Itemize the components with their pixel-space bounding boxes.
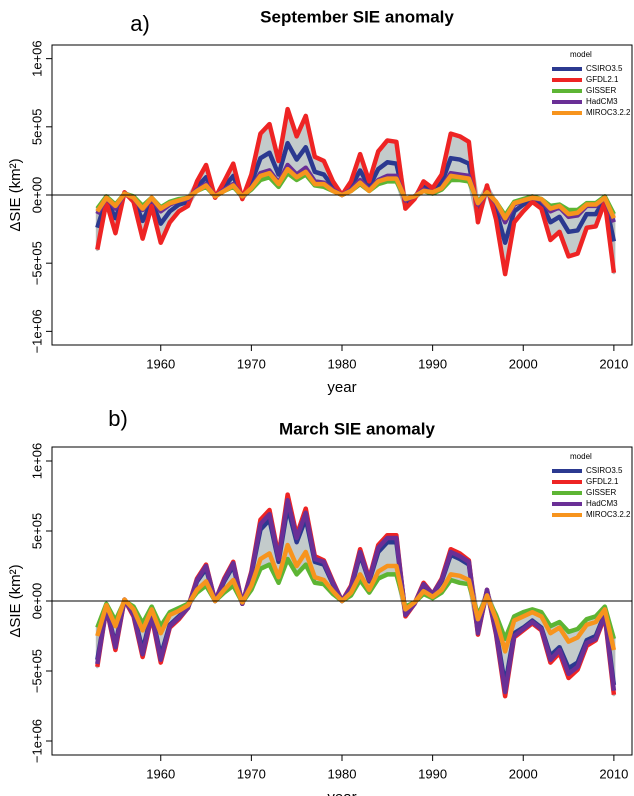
x-tick-label: 1970 (237, 356, 266, 371)
y-axis-label: ΔSIE (km²) (7, 564, 24, 637)
series-line (95, 140, 617, 245)
chart-title: September SIE anomaly (260, 7, 454, 26)
legend-label: GISSER (586, 488, 616, 497)
x-axis-label: year (327, 379, 356, 396)
x-tick-label: 1990 (418, 356, 447, 371)
panel-label: a) (130, 11, 150, 36)
y-tick-label: −1e+06 (29, 719, 44, 763)
legend-label: MIROC3.2.2 (586, 108, 631, 117)
x-tick-label: 1960 (146, 356, 175, 371)
spread-band (95, 493, 616, 698)
y-tick-label: −5e+05 (29, 241, 44, 285)
panel: September SIE anomaly a) −1e+06 −5e+05 0e+00… (7, 7, 633, 396)
y-tick-label: 5e+05 (29, 109, 44, 146)
series-line (95, 504, 617, 688)
legend-label: CSIRO3.5 (586, 64, 623, 73)
legend-label: MIROC3.2.2 (586, 510, 631, 519)
legend-label: CSIRO3.5 (586, 466, 623, 475)
series-line (95, 492, 617, 699)
x-tick-label: 2010 (599, 766, 628, 781)
x-tick-label: 1960 (146, 766, 175, 781)
legend-label: GFDL2.1 (586, 75, 619, 84)
x-tick-label: 2000 (509, 356, 538, 371)
x-tick-label: 1980 (328, 766, 357, 781)
series-line (95, 542, 617, 654)
chart-title: March SIE anomaly (279, 419, 435, 438)
x-tick-label: 1980 (328, 356, 357, 371)
spread-band (95, 107, 616, 276)
panel: March SIE anomaly b) −1e+06 −5e+05 0e+00 5e+0… (7, 406, 633, 796)
y-tick-label: −5e+05 (29, 649, 44, 693)
legend-label: HadCM3 (586, 97, 618, 106)
x-tick-label: 1970 (237, 766, 266, 781)
legend-label: GFDL2.1 (586, 477, 619, 486)
y-tick-label: 1e+06 (29, 443, 44, 480)
y-tick-label: 0e+00 (29, 583, 44, 620)
legend-label: GISSER (586, 86, 616, 95)
y-tick-label: 0e+00 (29, 177, 44, 214)
series-line (95, 106, 617, 277)
y-tick-label: 1e+06 (29, 40, 44, 77)
x-tick-label: 1990 (418, 766, 447, 781)
y-tick-label: −1e+06 (29, 309, 44, 353)
legend-title: model (570, 50, 592, 59)
series-line (95, 497, 617, 695)
y-tick-label: 5e+05 (29, 513, 44, 550)
y-axis-label: ΔSIE (km²) (7, 158, 24, 231)
x-tick-label: 2010 (599, 356, 628, 371)
x-axis-label: year (327, 789, 356, 796)
legend-label: HadCM3 (586, 499, 618, 508)
series-line (95, 166, 616, 221)
panel-label: b) (108, 406, 128, 431)
legend-title: model (570, 452, 592, 461)
x-tick-label: 2000 (509, 766, 538, 781)
